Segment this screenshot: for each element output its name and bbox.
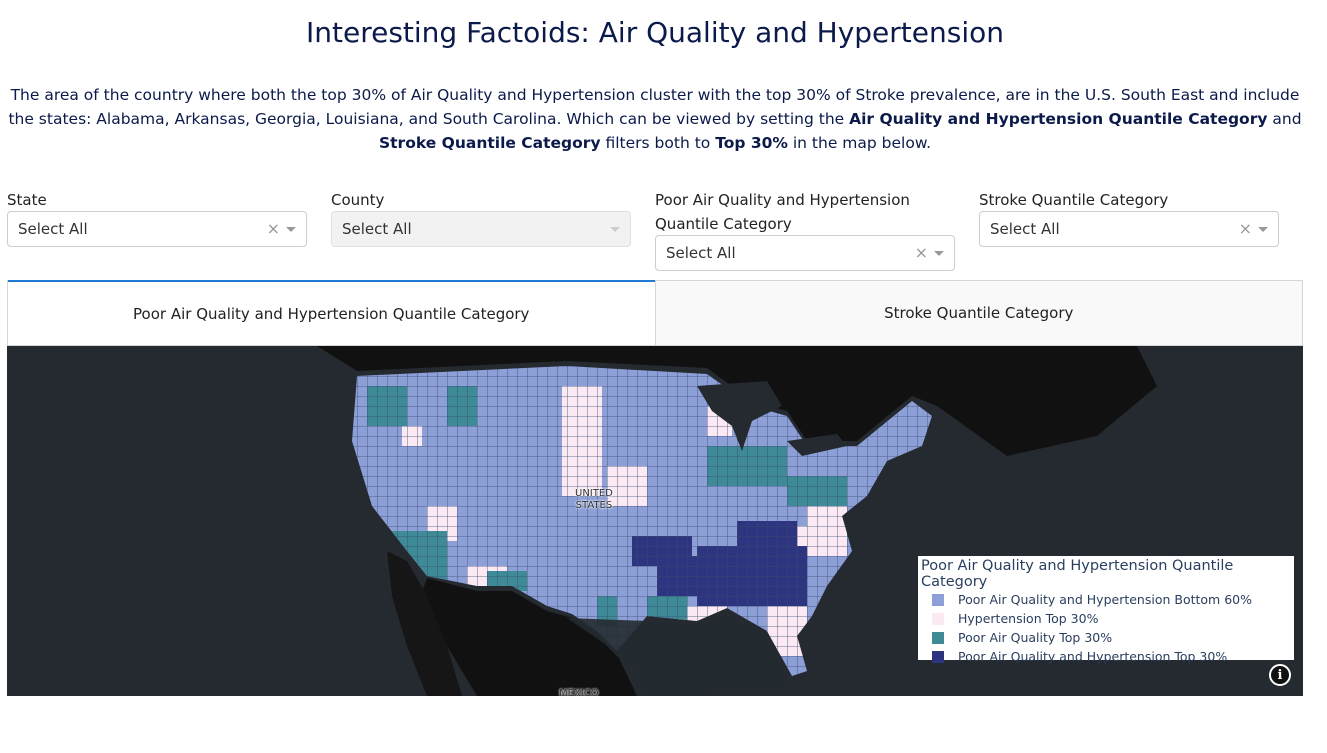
legend-label: Poor Air Quality Top 30% (958, 630, 1113, 645)
county-dropdown-value: Select All (342, 220, 412, 238)
legend-swatch (932, 631, 944, 644)
legend-item-bottom60[interactable]: Poor Air Quality and Hypertension Bottom… (920, 590, 1294, 609)
page-title: Interesting Factoids: Air Quality and Hy… (306, 16, 1004, 49)
stroke-dropdown-value: Select All (990, 220, 1060, 238)
description-bold-air-quality: Air Quality and Hypertension Quantile Ca… (849, 110, 1268, 128)
legend-label: Poor Air Quality and Hypertension Top 30… (958, 649, 1228, 664)
map-label-mexico: MEXICO (559, 688, 599, 696)
legend-item-both-top30[interactable]: Poor Air Quality and Hypertension Top 30… (920, 647, 1294, 666)
map-tabs: Poor Air Quality and Hypertension Quanti… (7, 280, 1303, 346)
chevron-down-icon[interactable] (934, 251, 944, 256)
info-icon[interactable]: i (1269, 664, 1291, 686)
chevron-down-icon[interactable] (286, 227, 296, 232)
stroke-filter-label: Stroke Quantile Category (979, 191, 1169, 209)
chevron-down-icon[interactable] (1258, 227, 1268, 232)
description-bold-stroke: Stroke Quantile Category (378, 134, 601, 152)
county-filter: County Select All (331, 188, 631, 247)
state-dropdown[interactable]: Select All × (7, 211, 307, 247)
description-text: filters both to (600, 134, 716, 152)
choropleth-map[interactable]: UNITED STATES MEXICO Poor Air Quality and… (7, 346, 1303, 696)
description-text: The area of the country where both the t… (8, 86, 1300, 128)
mexico-landmass (417, 578, 637, 696)
stroke-filter: Stroke Quantile Category Select All × (979, 188, 1279, 247)
legend-swatch (932, 612, 944, 625)
clear-icon[interactable]: × (266, 219, 280, 238)
description-text: in the map below. (787, 134, 932, 152)
legend-label: Hypertension Top 30% (958, 611, 1099, 626)
legend-swatch (932, 593, 944, 606)
air-quality-filter: Poor Air Quality and Hypertension Quanti… (655, 188, 955, 271)
map-label-united-states: UNITED STATES (575, 488, 613, 511)
tab-air-quality-hypertension[interactable]: Poor Air Quality and Hypertension Quanti… (8, 280, 655, 345)
great-lakes (697, 381, 847, 456)
legend-item-air-quality-top30[interactable]: Poor Air Quality Top 30% (920, 628, 1294, 647)
legend-label: Poor Air Quality and Hypertension Bottom… (958, 592, 1252, 607)
air-quality-filter-label: Poor Air Quality and Hypertension Quanti… (655, 191, 910, 233)
description-text: and (1267, 110, 1302, 128)
canada-landmass (317, 346, 1157, 456)
page-description: The area of the country where both the t… (8, 83, 1302, 155)
clear-icon[interactable]: × (914, 243, 928, 262)
air-quality-dropdown-value: Select All (666, 244, 736, 262)
tab-stroke[interactable]: Stroke Quantile Category (654, 281, 1302, 345)
baja-landmass (387, 551, 462, 696)
legend-swatch (932, 650, 944, 663)
chevron-down-icon[interactable] (610, 227, 620, 232)
clear-icon[interactable]: × (1238, 219, 1252, 238)
map-legend: Poor Air Quality and Hypertension Quanti… (918, 556, 1294, 664)
state-filter: State Select All × (7, 188, 307, 247)
legend-title: Poor Air Quality and Hypertension Quanti… (921, 558, 1234, 590)
county-filter-label: County (331, 191, 385, 209)
description-bold-top30: Top 30% (715, 134, 788, 152)
county-dropdown[interactable]: Select All (331, 211, 631, 247)
legend-item-hypertension-top30[interactable]: Hypertension Top 30% (920, 609, 1294, 628)
air-quality-dropdown[interactable]: Select All × (655, 235, 955, 271)
gulf-of-mexico (567, 616, 787, 696)
state-dropdown-value: Select All (18, 220, 88, 238)
state-filter-label: State (7, 191, 47, 209)
map-canvas[interactable] (7, 346, 1303, 696)
stroke-dropdown[interactable]: Select All × (979, 211, 1279, 247)
